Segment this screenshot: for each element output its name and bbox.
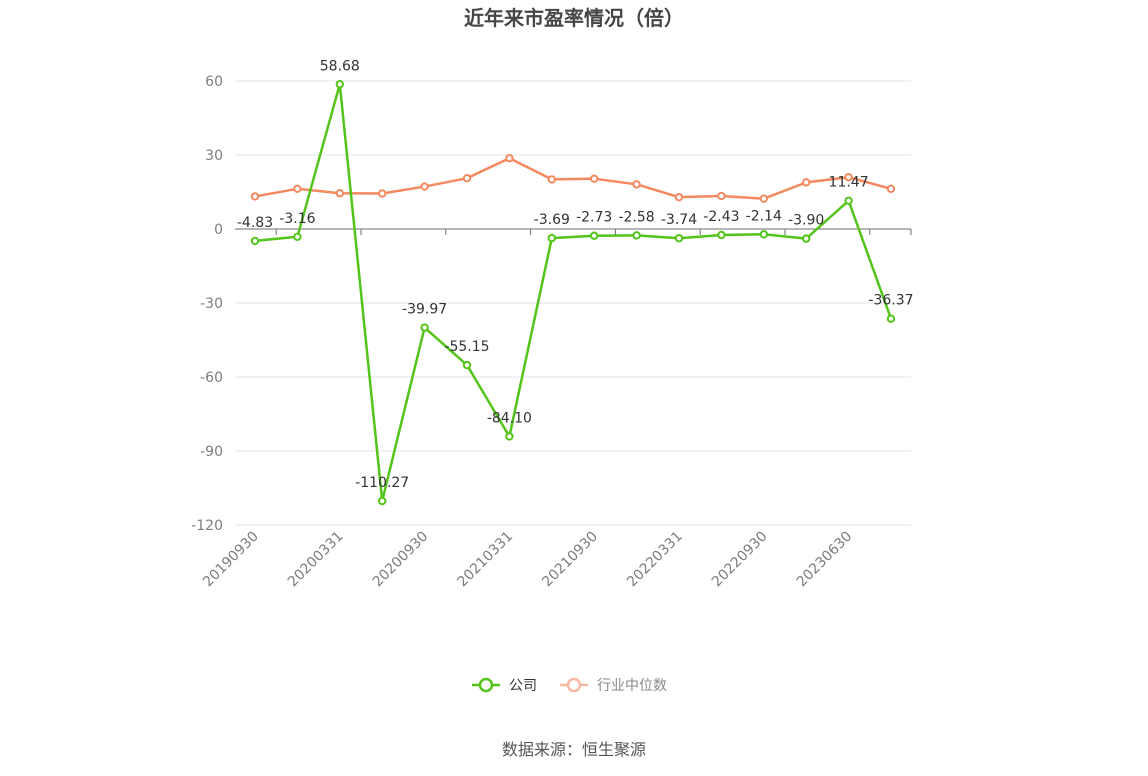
data-point <box>378 189 387 198</box>
data-point <box>590 231 599 240</box>
data-point <box>844 196 853 205</box>
chart-title: 近年来市盈率情况（倍） <box>464 6 684 30</box>
data-point <box>759 194 768 203</box>
legend-label: 公司 <box>509 678 537 694</box>
data-point <box>293 232 302 241</box>
data-label: -2.73 <box>576 210 612 226</box>
data-point <box>505 154 514 163</box>
data-label: -36.37 <box>868 293 913 309</box>
data-point <box>547 233 556 243</box>
data-point <box>632 180 641 189</box>
x-tick-label: 20210331 <box>455 529 517 591</box>
data-label: 11.47 <box>829 175 869 191</box>
x-axis: 20190930 20200331 20200930 20210331 20210930… <box>200 229 912 591</box>
data-point <box>293 184 302 193</box>
data-point <box>674 234 684 243</box>
data-point <box>802 178 811 187</box>
data-label: -84.10 <box>487 410 532 426</box>
grid <box>235 80 911 526</box>
data-labels: -4.83 -3.16 58.68 -110.27 -39.97 -55.15 -84.10… <box>237 58 914 491</box>
x-tick-label: 20220930 <box>709 529 771 591</box>
data-label: -3.16 <box>279 211 315 227</box>
data-point <box>335 80 344 89</box>
x-tick-label: 20200331 <box>285 529 347 591</box>
y-tick-label: 60 <box>205 74 223 90</box>
legend-label: 行业中位数 <box>597 678 667 694</box>
data-point <box>335 189 344 198</box>
data-point <box>844 173 853 182</box>
x-tick-label: 20210930 <box>539 529 601 591</box>
data-point <box>250 236 260 246</box>
y-tick-label: 30 <box>205 148 223 164</box>
legend-item-1[interactable]: 行业中位数 <box>560 677 667 694</box>
y-tick-label: -120 <box>191 518 223 534</box>
data-point <box>250 192 260 201</box>
series-line-1 <box>254 156 892 200</box>
series-line-0 <box>254 83 893 503</box>
y-tick-label: 0 <box>214 222 223 238</box>
data-label: -2.43 <box>703 209 739 225</box>
data-point <box>717 230 726 240</box>
data-point <box>802 234 811 243</box>
data-label: -2.14 <box>746 208 782 224</box>
data-label: -110.27 <box>355 475 409 491</box>
source-note: 数据来源：恒生聚源 <box>502 740 646 759</box>
data-label: -3.69 <box>534 212 570 228</box>
x-tick-label: 20230630 <box>794 529 856 591</box>
series-layer <box>250 80 896 506</box>
legend-item-0[interactable]: 公司 <box>472 677 537 694</box>
data-label: -39.97 <box>402 302 447 318</box>
y-tick-label: -60 <box>200 370 223 386</box>
data-point <box>632 231 641 240</box>
data-point <box>420 182 429 191</box>
data-point <box>674 192 684 202</box>
data-point <box>462 173 472 183</box>
data-point <box>590 174 599 183</box>
data-label: -4.83 <box>237 215 273 231</box>
x-tick-label: 20220331 <box>624 529 686 591</box>
legend-marker <box>478 677 494 693</box>
data-label: -3.90 <box>788 213 824 229</box>
data-label: 58.68 <box>320 58 360 74</box>
data-point <box>886 314 896 323</box>
legend[interactable]: 公司 行业中位数 <box>472 677 667 694</box>
data-label: -55.15 <box>444 339 489 355</box>
data-point <box>420 323 429 332</box>
x-tick-label: 20200930 <box>370 529 432 591</box>
data-point <box>462 360 472 370</box>
y-tick-label: -90 <box>200 444 223 460</box>
data-point <box>505 432 514 441</box>
data-point <box>886 184 896 193</box>
data-point <box>759 230 768 239</box>
data-point <box>717 191 726 201</box>
data-point <box>547 175 556 184</box>
x-tick-label: 20190930 <box>200 529 262 591</box>
data-label: -2.58 <box>618 209 654 225</box>
y-axis: 60 30 0 -30 -60 -90 -120 <box>191 74 223 534</box>
y-tick-label: -30 <box>200 296 223 312</box>
data-point <box>378 496 387 506</box>
data-label: -3.74 <box>661 212 697 228</box>
legend-marker <box>566 677 582 693</box>
